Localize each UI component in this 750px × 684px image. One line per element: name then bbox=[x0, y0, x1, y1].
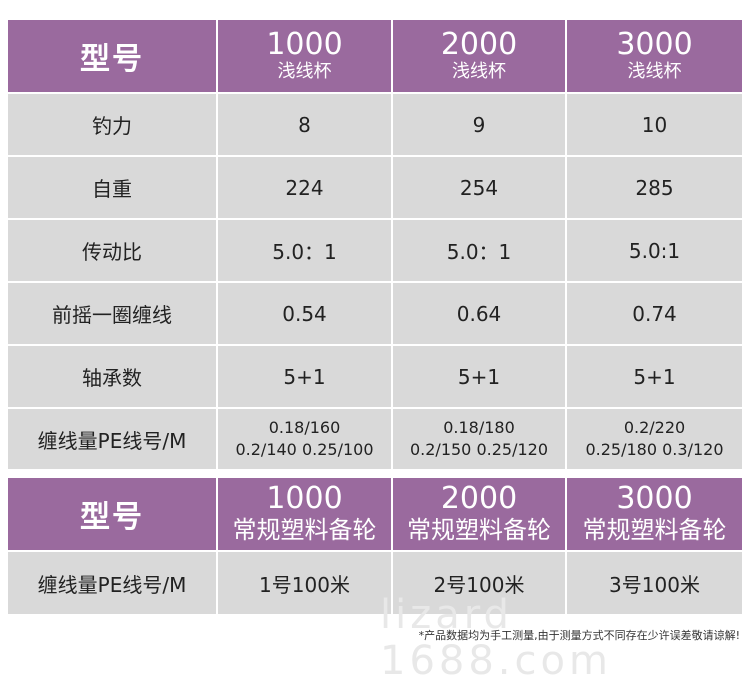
row-value: 10 bbox=[567, 94, 742, 157]
row-value: 5.0：1 bbox=[393, 220, 567, 283]
header-model-cell: 型号 bbox=[8, 20, 218, 94]
row-value: 5+1 bbox=[218, 346, 393, 409]
row-label: 传动比 bbox=[8, 220, 218, 283]
header-model-1000: 1000 常规塑料备轮 bbox=[218, 478, 393, 552]
row-value: 0.74 bbox=[567, 283, 742, 346]
row-value: 285 bbox=[567, 157, 742, 220]
row-value: 0.18/180 0.2/150 0.25/120 bbox=[393, 409, 567, 471]
table-row-retrieve: 前摇一圈缠线 0.54 0.64 0.74 bbox=[8, 283, 742, 346]
row-value: 2号100米 bbox=[393, 552, 567, 616]
row-value: 5.0：1 bbox=[218, 220, 393, 283]
header-model-2000: 2000 常规塑料备轮 bbox=[393, 478, 567, 552]
row-value: 3号100米 bbox=[567, 552, 742, 616]
header-model-cell: 型号 bbox=[8, 478, 218, 552]
header-model-3000: 3000 浅线杯 bbox=[567, 20, 742, 94]
model-spool-type: 常规塑料备轮 bbox=[407, 516, 551, 544]
row-value: 5+1 bbox=[393, 346, 567, 409]
row-label: 自重 bbox=[8, 157, 218, 220]
model-number: 3000 bbox=[616, 27, 693, 62]
row-value: 5.0:1 bbox=[567, 220, 742, 283]
table-row-bearings: 轴承数 5+1 5+1 5+1 bbox=[8, 346, 742, 409]
spec-table-shallow-spool: 型号 1000 浅线杯 2000 浅线杯 3000 浅线杯 钓力 8 9 10 … bbox=[8, 20, 742, 471]
header-model-1000: 1000 浅线杯 bbox=[218, 20, 393, 94]
model-spool-type: 浅线杯 bbox=[627, 61, 682, 82]
row-value: 8 bbox=[218, 94, 393, 157]
row-label: 轴承数 bbox=[8, 346, 218, 409]
model-number: 1000 bbox=[266, 27, 343, 62]
row-value: 5+1 bbox=[567, 346, 742, 409]
model-spool-type: 常规塑料备轮 bbox=[232, 516, 377, 544]
model-spool-type: 浅线杯 bbox=[277, 61, 332, 82]
model-number: 2000 bbox=[440, 481, 518, 516]
table-row-gear-ratio: 传动比 5.0：1 5.0：1 5.0:1 bbox=[8, 220, 742, 283]
footnote: *产品数据均为手工测量,由于测量方式不同存在少许误差敬请谅解! bbox=[418, 629, 740, 642]
model-number: 3000 bbox=[616, 481, 693, 516]
header-model-2000: 2000 浅线杯 bbox=[393, 20, 567, 94]
table-row-weight: 自重 224 254 285 bbox=[8, 157, 742, 220]
model-number: 2000 bbox=[440, 27, 518, 62]
row-label: 缠线量PE线号/M bbox=[8, 552, 218, 616]
header-model-3000: 3000 常规塑料备轮 bbox=[567, 478, 742, 552]
table-header-row: 型号 1000 浅线杯 2000 浅线杯 3000 浅线杯 bbox=[8, 20, 742, 94]
row-value: 0.2/220 0.25/180 0.3/120 bbox=[567, 409, 742, 471]
table-row-line-capacity: 缠线量PE线号/M 1号100米 2号100米 3号100米 bbox=[8, 552, 742, 616]
table-row-drag: 钓力 8 9 10 bbox=[8, 94, 742, 157]
row-label: 前摇一圈缠线 bbox=[8, 283, 218, 346]
row-value: 0.18/160 0.2/140 0.25/100 bbox=[218, 409, 393, 471]
row-value: 1号100米 bbox=[218, 552, 393, 616]
model-spool-type: 浅线杯 bbox=[452, 61, 506, 82]
row-value: 0.54 bbox=[218, 283, 393, 346]
header-model-label: 型号 bbox=[80, 42, 144, 77]
table-row-line-capacity: 缠线量PE线号/M 0.18/160 0.2/140 0.25/100 0.18… bbox=[8, 409, 742, 471]
row-label: 缠线量PE线号/M bbox=[8, 409, 218, 471]
row-value: 224 bbox=[218, 157, 393, 220]
table-header-row: 型号 1000 常规塑料备轮 2000 常规塑料备轮 3000 常规塑料备轮 bbox=[8, 478, 742, 552]
row-label: 钓力 bbox=[8, 94, 218, 157]
model-number: 1000 bbox=[266, 481, 343, 516]
spec-table-spare-spool: 型号 1000 常规塑料备轮 2000 常规塑料备轮 3000 常规塑料备轮 缠… bbox=[8, 478, 742, 616]
row-value: 9 bbox=[393, 94, 567, 157]
model-spool-type: 常规塑料备轮 bbox=[582, 516, 727, 544]
row-value: 0.64 bbox=[393, 283, 567, 346]
header-model-label: 型号 bbox=[80, 500, 144, 535]
row-value: 254 bbox=[393, 157, 567, 220]
